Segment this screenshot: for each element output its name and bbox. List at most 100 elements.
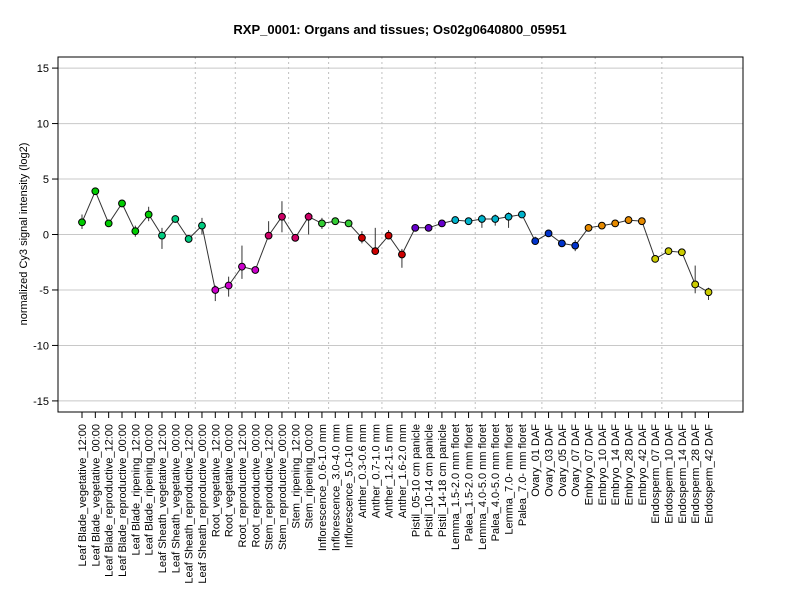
chart-title: RXP_0001: Organs and tissues; Os02g06408… bbox=[233, 22, 566, 37]
y-tick-label: -10 bbox=[33, 340, 49, 352]
data-point bbox=[464, 217, 473, 226]
x-tick-label: Endosperm_07 DAF bbox=[650, 424, 662, 524]
x-tick-label: Endosperm_10 DAF bbox=[664, 424, 676, 524]
y-tick-label: 0 bbox=[43, 230, 49, 242]
x-tick-label: Palea_7.0- mm floret bbox=[517, 424, 529, 526]
data-point bbox=[251, 266, 260, 274]
x-tick-label: Lemma_4.0-5.0 mm floret bbox=[477, 424, 489, 550]
x-tick-label: Pistil_05-10 cm panicle bbox=[410, 424, 422, 537]
series-layer bbox=[78, 187, 713, 302]
x-tick-label: Stem_ripening_12:00 bbox=[290, 424, 302, 529]
data-point bbox=[318, 219, 326, 228]
x-tick-label: Lemma_1.5-2.0 mm floret bbox=[450, 424, 462, 550]
x-tick-label: Stem_ripening_00:00 bbox=[304, 424, 316, 529]
grid-layer bbox=[58, 57, 743, 412]
x-tick-label: Root_reproductive_00:00 bbox=[250, 424, 262, 548]
x-tick-label: Leaf Sheath_reproductive_00:00 bbox=[197, 424, 209, 584]
x-tick-label: Stem_reproductive_12:00 bbox=[264, 424, 276, 550]
data-point bbox=[118, 199, 126, 208]
x-tick-label: Stem_reproductive_00:00 bbox=[277, 424, 289, 550]
x-tick-label: Anther_1.2-1.5 mm bbox=[384, 424, 396, 518]
x-tick-label: Leaf Blade_vegetative_12:00 bbox=[77, 424, 89, 567]
x-tick-label: Root_vegetative_12:00 bbox=[210, 424, 222, 537]
y-tick-label: 15 bbox=[37, 63, 49, 75]
data-point bbox=[278, 212, 286, 221]
y-axis-label: normalized Cy3 signal intensity (log2) bbox=[18, 143, 30, 326]
data-point bbox=[171, 215, 180, 223]
data-point bbox=[491, 215, 500, 223]
data-point bbox=[704, 288, 713, 297]
x-tick-labels: Leaf Blade_vegetative_12:00 Leaf Blade_ve… bbox=[77, 424, 716, 584]
x-tick-label: Anther_0.3-0.6 mm bbox=[357, 424, 369, 518]
data-point bbox=[224, 281, 233, 290]
x-tick-label: Embryo_42 DAF bbox=[637, 424, 649, 506]
x-tick-label: Embryo_07 DAF bbox=[584, 424, 596, 506]
x-tick-label: Inflorescence_0.6-1.0 mm bbox=[317, 424, 329, 551]
x-tick-label: Lemma_7.0- mm floret bbox=[504, 424, 516, 535]
series-line bbox=[81, 189, 709, 293]
data-point bbox=[624, 216, 633, 224]
data-point bbox=[424, 223, 433, 232]
data-point bbox=[544, 229, 553, 238]
data-point bbox=[264, 231, 273, 240]
data-point bbox=[451, 216, 460, 224]
data-point bbox=[211, 286, 220, 294]
data-point bbox=[438, 219, 446, 228]
x-tick-label: Leaf Blade_reproductive_00:00 bbox=[117, 424, 129, 577]
axis-layer: -15 -10 -5 0 5 10 15 bbox=[33, 56, 744, 418]
x-tick-label: Pistil_10-14 cm panicle bbox=[424, 424, 436, 537]
data-point bbox=[611, 219, 620, 228]
x-tick-label: Leaf Blade_ripening_00:00 bbox=[144, 424, 156, 556]
x-tick-label: Endosperm_28 DAF bbox=[690, 424, 702, 524]
x-tick-label: Ovary_01 DAF bbox=[530, 424, 542, 497]
x-tick-label: Palea_4.0-5.0 mm floret bbox=[490, 424, 502, 541]
data-point bbox=[597, 221, 606, 230]
x-tick-label: Ovary_05 DAF bbox=[557, 424, 569, 497]
data-point bbox=[411, 223, 420, 232]
x-tick-label: Embryo_10 DAF bbox=[597, 424, 609, 506]
x-tick-label: Palea_1.5-2.0 mm floret bbox=[464, 424, 476, 541]
x-tick-label: Embryo_28 DAF bbox=[624, 424, 636, 506]
y-tick-label: -5 bbox=[39, 285, 49, 297]
x-tick-label: Endosperm_42 DAF bbox=[704, 424, 716, 524]
x-tick-label: Root_reproductive_12:00 bbox=[237, 424, 249, 548]
data-point bbox=[517, 210, 526, 219]
data-point bbox=[531, 237, 540, 246]
data-point bbox=[104, 219, 113, 228]
data-point bbox=[291, 233, 300, 242]
data-point bbox=[384, 231, 393, 240]
x-tick-label: Leaf Sheath_vegetative_12:00 bbox=[157, 424, 169, 573]
x-tick-label: Inflorescence_5.0-10 mm bbox=[344, 424, 356, 548]
y-tick-label: 10 bbox=[37, 119, 49, 131]
x-tick-label: Leaf Blade_ripening_12:00 bbox=[130, 424, 142, 556]
data-point bbox=[677, 248, 686, 257]
x-tick-label: Leaf Blade_vegetative_00:00 bbox=[90, 424, 102, 567]
data-point bbox=[304, 212, 313, 221]
data-point bbox=[504, 212, 513, 221]
data-point bbox=[331, 217, 340, 226]
data-point bbox=[557, 239, 566, 248]
data-point bbox=[78, 218, 86, 227]
y-tick-label: 5 bbox=[43, 174, 49, 186]
data-point bbox=[571, 241, 580, 250]
data-point bbox=[358, 233, 366, 242]
data-point bbox=[198, 221, 206, 230]
x-tick-label: Leaf Sheath_reproductive_12:00 bbox=[184, 424, 196, 584]
data-point bbox=[478, 215, 486, 223]
data-point bbox=[158, 231, 166, 240]
data-point bbox=[144, 210, 153, 219]
x-tick-label: Endosperm_14 DAF bbox=[677, 424, 689, 524]
x-tick-label: Anther_1.6-2.0 mm bbox=[397, 424, 409, 518]
data-point bbox=[651, 255, 660, 263]
data-point bbox=[637, 217, 646, 226]
data-point bbox=[91, 187, 100, 196]
data-point bbox=[184, 235, 193, 243]
x-tick-label: Root_vegetative_00:00 bbox=[224, 424, 236, 537]
data-point bbox=[691, 280, 700, 289]
data-point bbox=[584, 223, 593, 232]
x-tick-label: Anther_0.7-1.0 mm bbox=[370, 424, 382, 518]
y-tick-label: -15 bbox=[33, 396, 49, 408]
data-point bbox=[371, 247, 380, 256]
